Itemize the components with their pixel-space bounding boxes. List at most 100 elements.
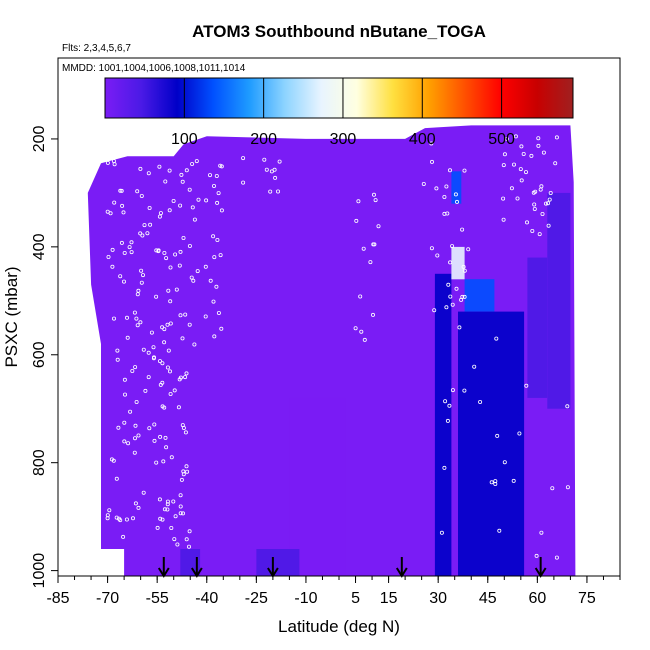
sample-marker (130, 516, 135, 521)
sample-marker (157, 214, 162, 219)
sample-marker (178, 249, 183, 254)
sample-marker (179, 172, 184, 177)
sample-marker (177, 377, 182, 382)
sample-marker (536, 136, 541, 141)
sample-marker (275, 189, 280, 194)
sample-marker (354, 218, 359, 223)
sample-marker (277, 159, 282, 164)
sample-marker (554, 555, 559, 560)
sample-marker (515, 196, 520, 201)
sample-marker (443, 399, 448, 404)
x-axis-title: Latitude (deg N) (278, 617, 400, 636)
sample-marker (489, 480, 494, 485)
x-tick-label: 30 (429, 590, 447, 607)
sample-marker (504, 136, 509, 141)
sample-marker (114, 515, 119, 520)
sample-marker (177, 263, 182, 268)
sample-marker (110, 264, 115, 269)
sample-marker (139, 193, 144, 198)
sample-marker (139, 280, 144, 285)
sample-marker (121, 534, 126, 539)
sample-marker (145, 231, 150, 236)
sample-marker (122, 420, 127, 425)
sample-marker (141, 490, 146, 495)
sample-marker (524, 383, 529, 388)
sample-marker (368, 260, 373, 265)
x-axis: -85 -70 -55 -40 -25 -10 5 15 30 45 60 75 (46, 576, 621, 607)
colorbar-tick-label: 500 (488, 131, 515, 148)
sample-marker (119, 240, 124, 245)
sample-marker (186, 544, 191, 549)
x-tick-label: 60 (528, 590, 546, 607)
data-region (87, 125, 576, 577)
sample-marker (565, 485, 570, 490)
heat-cell (289, 397, 346, 576)
sample-marker (181, 469, 186, 474)
colorbar-tick-label: 100 (171, 131, 198, 148)
y-tick-label: 200 (31, 125, 48, 152)
chart-title: ATOM3 Southbound nButane_TOGA (192, 22, 486, 41)
sample-marker (216, 191, 221, 196)
sample-marker (214, 284, 219, 289)
sample-marker (459, 297, 464, 302)
sample-marker (518, 167, 523, 172)
sample-marker (151, 345, 156, 350)
sample-marker (119, 188, 124, 193)
sample-marker (373, 198, 378, 203)
sample-marker (158, 516, 163, 521)
sample-marker (162, 250, 167, 255)
sample-marker (537, 232, 542, 237)
sample-marker (359, 329, 364, 334)
sample-marker (215, 200, 220, 205)
sample-marker (129, 250, 134, 255)
sample-marker (108, 211, 113, 216)
sample-marker (447, 168, 452, 173)
heat-cell (451, 246, 465, 280)
sample-marker (107, 508, 112, 513)
x-tick-label: -40 (195, 590, 218, 607)
sample-marker (118, 274, 123, 279)
sample-marker (174, 287, 179, 292)
sample-marker (219, 164, 224, 169)
y-axis-title: PSXC (mbar) (2, 266, 21, 367)
sample-marker (501, 163, 506, 168)
sample-marker (129, 240, 134, 245)
sample-marker (212, 255, 217, 260)
sample-marker (112, 162, 117, 167)
sample-marker (112, 200, 117, 205)
sample-marker (118, 518, 123, 523)
sample-marker (448, 294, 453, 299)
sample-marker (541, 150, 546, 155)
sample-marker (546, 201, 551, 206)
sample-marker (445, 211, 450, 216)
colorbar-tick-label: 300 (330, 131, 357, 148)
sample-marker (493, 479, 498, 484)
sample-marker (462, 388, 467, 393)
sample-marker (160, 380, 165, 385)
sample-marker (203, 314, 208, 319)
colorbar: 100 200 300 400 500 (104, 77, 574, 148)
sample-marker (140, 273, 145, 278)
sample-marker (187, 243, 192, 248)
sample-marker (194, 159, 199, 164)
sample-marker (133, 501, 138, 506)
sample-marker (114, 476, 119, 481)
sample-marker (166, 288, 171, 293)
sample-marker (132, 436, 137, 441)
sample-marker (165, 499, 170, 504)
sample-marker (421, 181, 426, 186)
sample-marker (530, 228, 535, 233)
heat-cell (180, 549, 201, 576)
sample-marker (169, 455, 174, 460)
sample-marker (525, 220, 530, 225)
sample-marker (361, 246, 366, 251)
y-tick-label: 800 (31, 449, 48, 476)
sample-marker (180, 423, 185, 428)
sample-marker (173, 252, 178, 257)
sample-marker (160, 517, 165, 522)
sample-marker (178, 493, 183, 498)
sample-marker (122, 439, 127, 444)
sample-marker (457, 325, 462, 330)
sample-marker (134, 316, 139, 321)
sample-marker (187, 529, 192, 534)
